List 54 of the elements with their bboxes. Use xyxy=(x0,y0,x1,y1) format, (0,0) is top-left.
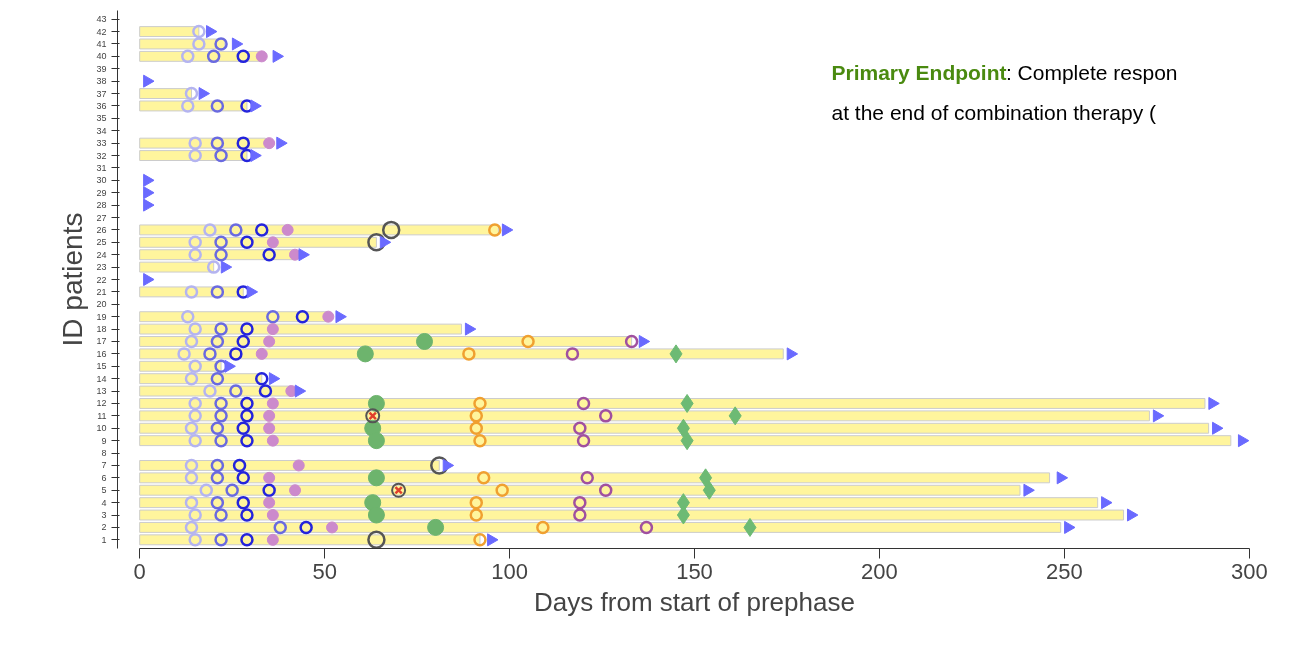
y-tick-label: 42 xyxy=(96,26,107,37)
y-tick-label: 29 xyxy=(96,187,107,198)
y-tick-label: 15 xyxy=(96,361,107,372)
y-tick-label: 40 xyxy=(96,51,107,62)
y-tick-label: 3 xyxy=(101,510,107,521)
y-tick-label: 16 xyxy=(96,348,107,359)
y-tick-label: 23 xyxy=(96,262,107,273)
y-tick-label: 22 xyxy=(96,274,107,285)
x-tick-label: 100 xyxy=(491,558,528,584)
annotation: Primary Endpoint: Complete respon xyxy=(831,60,1178,84)
y-tick-label: 2 xyxy=(101,522,107,533)
y-tick-label: 12 xyxy=(96,398,107,409)
y-tick-label: 1 xyxy=(101,534,107,545)
y-tick-label: 34 xyxy=(96,125,107,136)
y-tick-label: 36 xyxy=(96,100,107,111)
y-tick-label: 10 xyxy=(96,423,107,434)
y-tick-label: 21 xyxy=(96,286,107,297)
x-tick-label: 0 xyxy=(133,558,146,584)
y-tick-label: 9 xyxy=(101,435,107,446)
x-axis-title: Days from start of prephase xyxy=(534,586,855,617)
y-tick-label: 8 xyxy=(101,448,107,459)
y-tick-label: 32 xyxy=(96,150,107,161)
y-tick-label: 28 xyxy=(96,200,107,211)
y-tick-label: 41 xyxy=(96,38,107,49)
y-tick-label: 24 xyxy=(96,249,107,260)
y-tick-label: 30 xyxy=(96,175,107,186)
y-tick-label: 5 xyxy=(101,485,107,496)
y-axis-title: ID patients xyxy=(57,212,89,347)
y-tick-label: 27 xyxy=(96,212,107,223)
y-tick-label: 6 xyxy=(101,472,107,483)
y-tick-label: 33 xyxy=(96,138,107,149)
x-tick-label: 150 xyxy=(676,558,713,584)
y-tick-label: 26 xyxy=(96,224,107,235)
x-tick-label: 200 xyxy=(861,558,898,584)
y-tick-label: 25 xyxy=(96,237,107,248)
y-tick-label: 35 xyxy=(96,113,107,124)
y-tick-label: 37 xyxy=(96,88,107,99)
y-tick-label: 7 xyxy=(101,460,107,471)
x-tick-label: 300 xyxy=(1230,558,1268,584)
y-tick-label: 20 xyxy=(96,299,107,310)
x-tick-label: 250 xyxy=(1046,558,1083,584)
y-tick-label: 13 xyxy=(96,386,107,397)
annotation: at the end of combination therapy ( xyxy=(831,100,1157,124)
y-tick-label: 38 xyxy=(96,76,107,87)
y-tick-label: 17 xyxy=(96,336,107,347)
y-tick-label: 39 xyxy=(96,63,107,74)
y-tick-label: 18 xyxy=(96,324,107,335)
y-tick-label: 43 xyxy=(96,14,107,25)
y-tick-label: 11 xyxy=(97,410,107,421)
y-tick-label: 14 xyxy=(96,373,107,384)
y-tick-label: 4 xyxy=(101,497,107,508)
y-tick-label: 31 xyxy=(96,162,107,173)
x-tick-label: 50 xyxy=(312,558,337,584)
y-tick-label: 19 xyxy=(96,311,107,322)
